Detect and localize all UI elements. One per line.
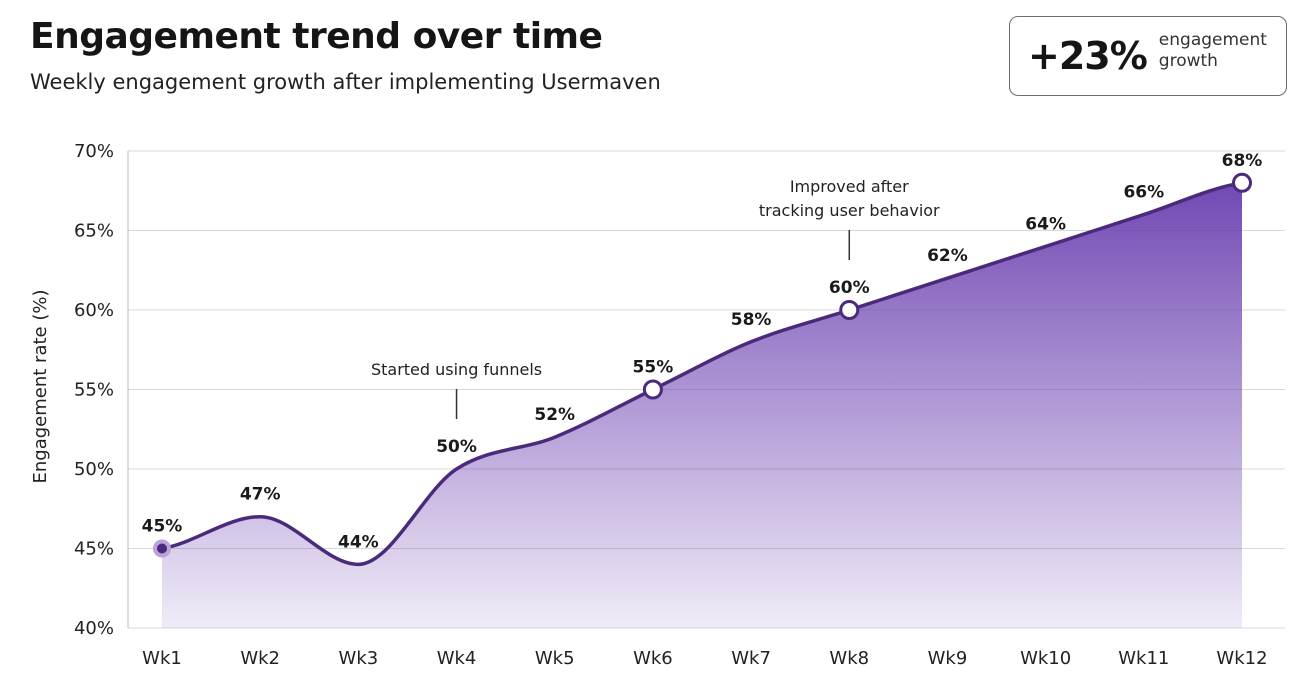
y-tick-label: 55% — [74, 380, 114, 401]
x-tick-label: Wk11 — [1118, 648, 1169, 669]
area-fill — [162, 182, 1242, 629]
data-label: 60% — [829, 278, 870, 298]
x-tick-label: Wk3 — [339, 648, 379, 669]
x-tick-label: Wk4 — [437, 648, 477, 669]
y-tick-label: 60% — [74, 300, 114, 321]
point-marker — [642, 379, 663, 400]
x-tick-label: Wk9 — [928, 648, 968, 669]
data-label: 55% — [633, 358, 674, 378]
annotation-text: tracking user behavior — [759, 201, 940, 220]
x-tick-label: Wk8 — [829, 648, 869, 669]
x-tick-label: Wk12 — [1216, 648, 1267, 669]
annotation-text: Improved after — [790, 177, 909, 196]
point-marker — [1232, 172, 1252, 193]
y-tick-label: 40% — [74, 618, 114, 639]
data-label: 66% — [1123, 183, 1164, 203]
x-tick-label: Wk7 — [731, 648, 771, 669]
x-tick-label: Wk2 — [240, 648, 280, 669]
x-tick-label: Wk10 — [1020, 648, 1071, 669]
kpi-value: +23% — [1028, 34, 1148, 78]
y-tick-label: 65% — [74, 221, 114, 242]
data-label: 58% — [731, 310, 772, 330]
kpi-label: engagement growth — [1159, 30, 1267, 72]
axis-layer: 40% 45% 50% 55% 60% 65% 70% Engagement rate (%)… — [30, 141, 1268, 669]
kpi-label-line2: growth — [1158, 51, 1218, 71]
x-tick-label: Wk6 — [633, 648, 673, 669]
y-axis-title: Engagement rate (%) — [30, 290, 51, 484]
marker-layer — [153, 172, 1252, 558]
annotation-layer: Started using funnels Improved after track… — [371, 177, 940, 419]
chart-title: Engagement trend over time — [30, 16, 603, 57]
area-layer — [160, 181, 1244, 629]
series-line — [160, 181, 1244, 567]
chart-subtitle: Weekly engagement growth after implement… — [30, 70, 661, 94]
data-label: 62% — [927, 246, 968, 266]
point-marker — [839, 300, 860, 320]
data-label: 68% — [1222, 151, 1263, 171]
kpi-card: +23% engagement growth — [1009, 16, 1287, 96]
point-marker — [157, 543, 167, 554]
data-label: 45% — [142, 517, 183, 537]
x-tick-label: Wk1 — [142, 648, 182, 669]
data-label: 47% — [240, 485, 281, 505]
kpi-label-line1: engagement — [1158, 30, 1267, 50]
y-tick-label: 70% — [74, 141, 114, 162]
annotation-text: Started using funnels — [371, 360, 542, 379]
label-layer: 45% 47% 44% 50% 52% 55% 58% 60% 62% 64% 66% 68% — [142, 151, 1263, 553]
data-label: 64% — [1025, 214, 1066, 234]
x-tick-label: Wk5 — [535, 648, 575, 669]
y-tick-label: 50% — [74, 459, 114, 480]
y-tick-label: 45% — [74, 539, 114, 560]
data-label: 44% — [338, 532, 379, 552]
data-label: 52% — [534, 405, 575, 425]
data-label: 50% — [436, 437, 477, 457]
